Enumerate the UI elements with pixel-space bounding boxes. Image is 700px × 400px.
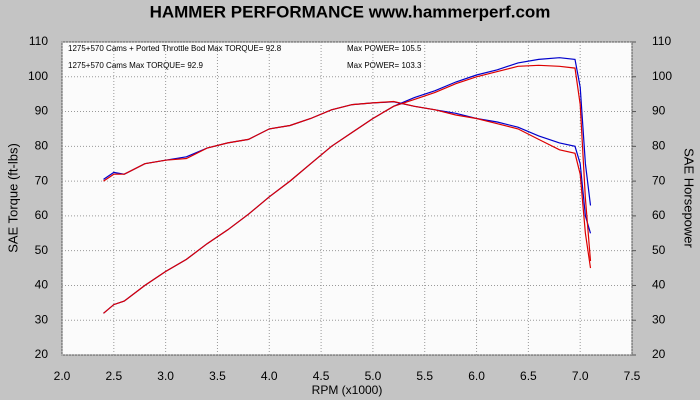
x-tick-label: 2.5 xyxy=(105,369,122,383)
y2-tick-label: 20 xyxy=(652,347,666,361)
y-tick-label: 20 xyxy=(35,347,49,361)
legend-text: 1275+570 Cams + Ported Throttle Bod Max … xyxy=(68,44,282,53)
legend-text: 1275+570 Cams Max TORQUE= 92.9 xyxy=(68,61,203,70)
y2-tick-label: 80 xyxy=(652,139,666,153)
y-tick-label: 70 xyxy=(35,173,49,187)
x-tick-label: 3.5 xyxy=(209,369,226,383)
y-tick-label: 80 xyxy=(35,139,49,153)
x-tick-label: 5.5 xyxy=(416,369,433,383)
legend-text: Max POWER= 105.5 xyxy=(347,44,422,53)
y2-tick-label: 30 xyxy=(652,312,666,326)
x-tick-label: 7.5 xyxy=(624,369,641,383)
y2-tick-label: 60 xyxy=(652,208,666,222)
y2-tick-label: 110 xyxy=(652,34,671,48)
y2-tick-label: 90 xyxy=(652,104,666,118)
legend-text: Max POWER= 103.3 xyxy=(347,61,422,70)
x-tick-label: 4.5 xyxy=(313,369,330,383)
x-tick-label: 3.0 xyxy=(157,369,174,383)
x-tick-label: 7.0 xyxy=(572,369,589,383)
y2-tick-label: 50 xyxy=(652,243,666,257)
x-axis-label: RPM (x1000) xyxy=(312,383,383,397)
y-tick-label: 50 xyxy=(35,243,49,257)
y-tick-label: 60 xyxy=(35,208,49,222)
plot-area xyxy=(61,41,633,356)
series-line xyxy=(103,64,592,314)
x-tick-label: 4.0 xyxy=(261,369,278,383)
y2-tick-label: 70 xyxy=(652,173,666,187)
chart-title: HAMMER PERFORMANCE www.hammerperf.com xyxy=(150,2,551,21)
y2-axis-label: SAE Horsepower xyxy=(682,148,697,248)
y-tick-label: 30 xyxy=(35,312,49,326)
series-line xyxy=(103,100,592,269)
y-tick-label: 110 xyxy=(29,34,48,48)
y-axis-label: SAE Torque (ft-lbs) xyxy=(5,143,20,253)
y-tick-label: 40 xyxy=(35,278,49,292)
x-tick-label: 6.0 xyxy=(468,369,485,383)
y-tick-label: 90 xyxy=(35,104,49,118)
x-tick-label: 6.5 xyxy=(520,369,537,383)
x-tick-label: 5.0 xyxy=(365,369,382,383)
y2-tick-label: 100 xyxy=(652,69,672,83)
y2-tick-label: 40 xyxy=(652,278,666,292)
y-tick-label: 100 xyxy=(28,69,48,83)
x-tick-label: 2.0 xyxy=(54,369,71,383)
